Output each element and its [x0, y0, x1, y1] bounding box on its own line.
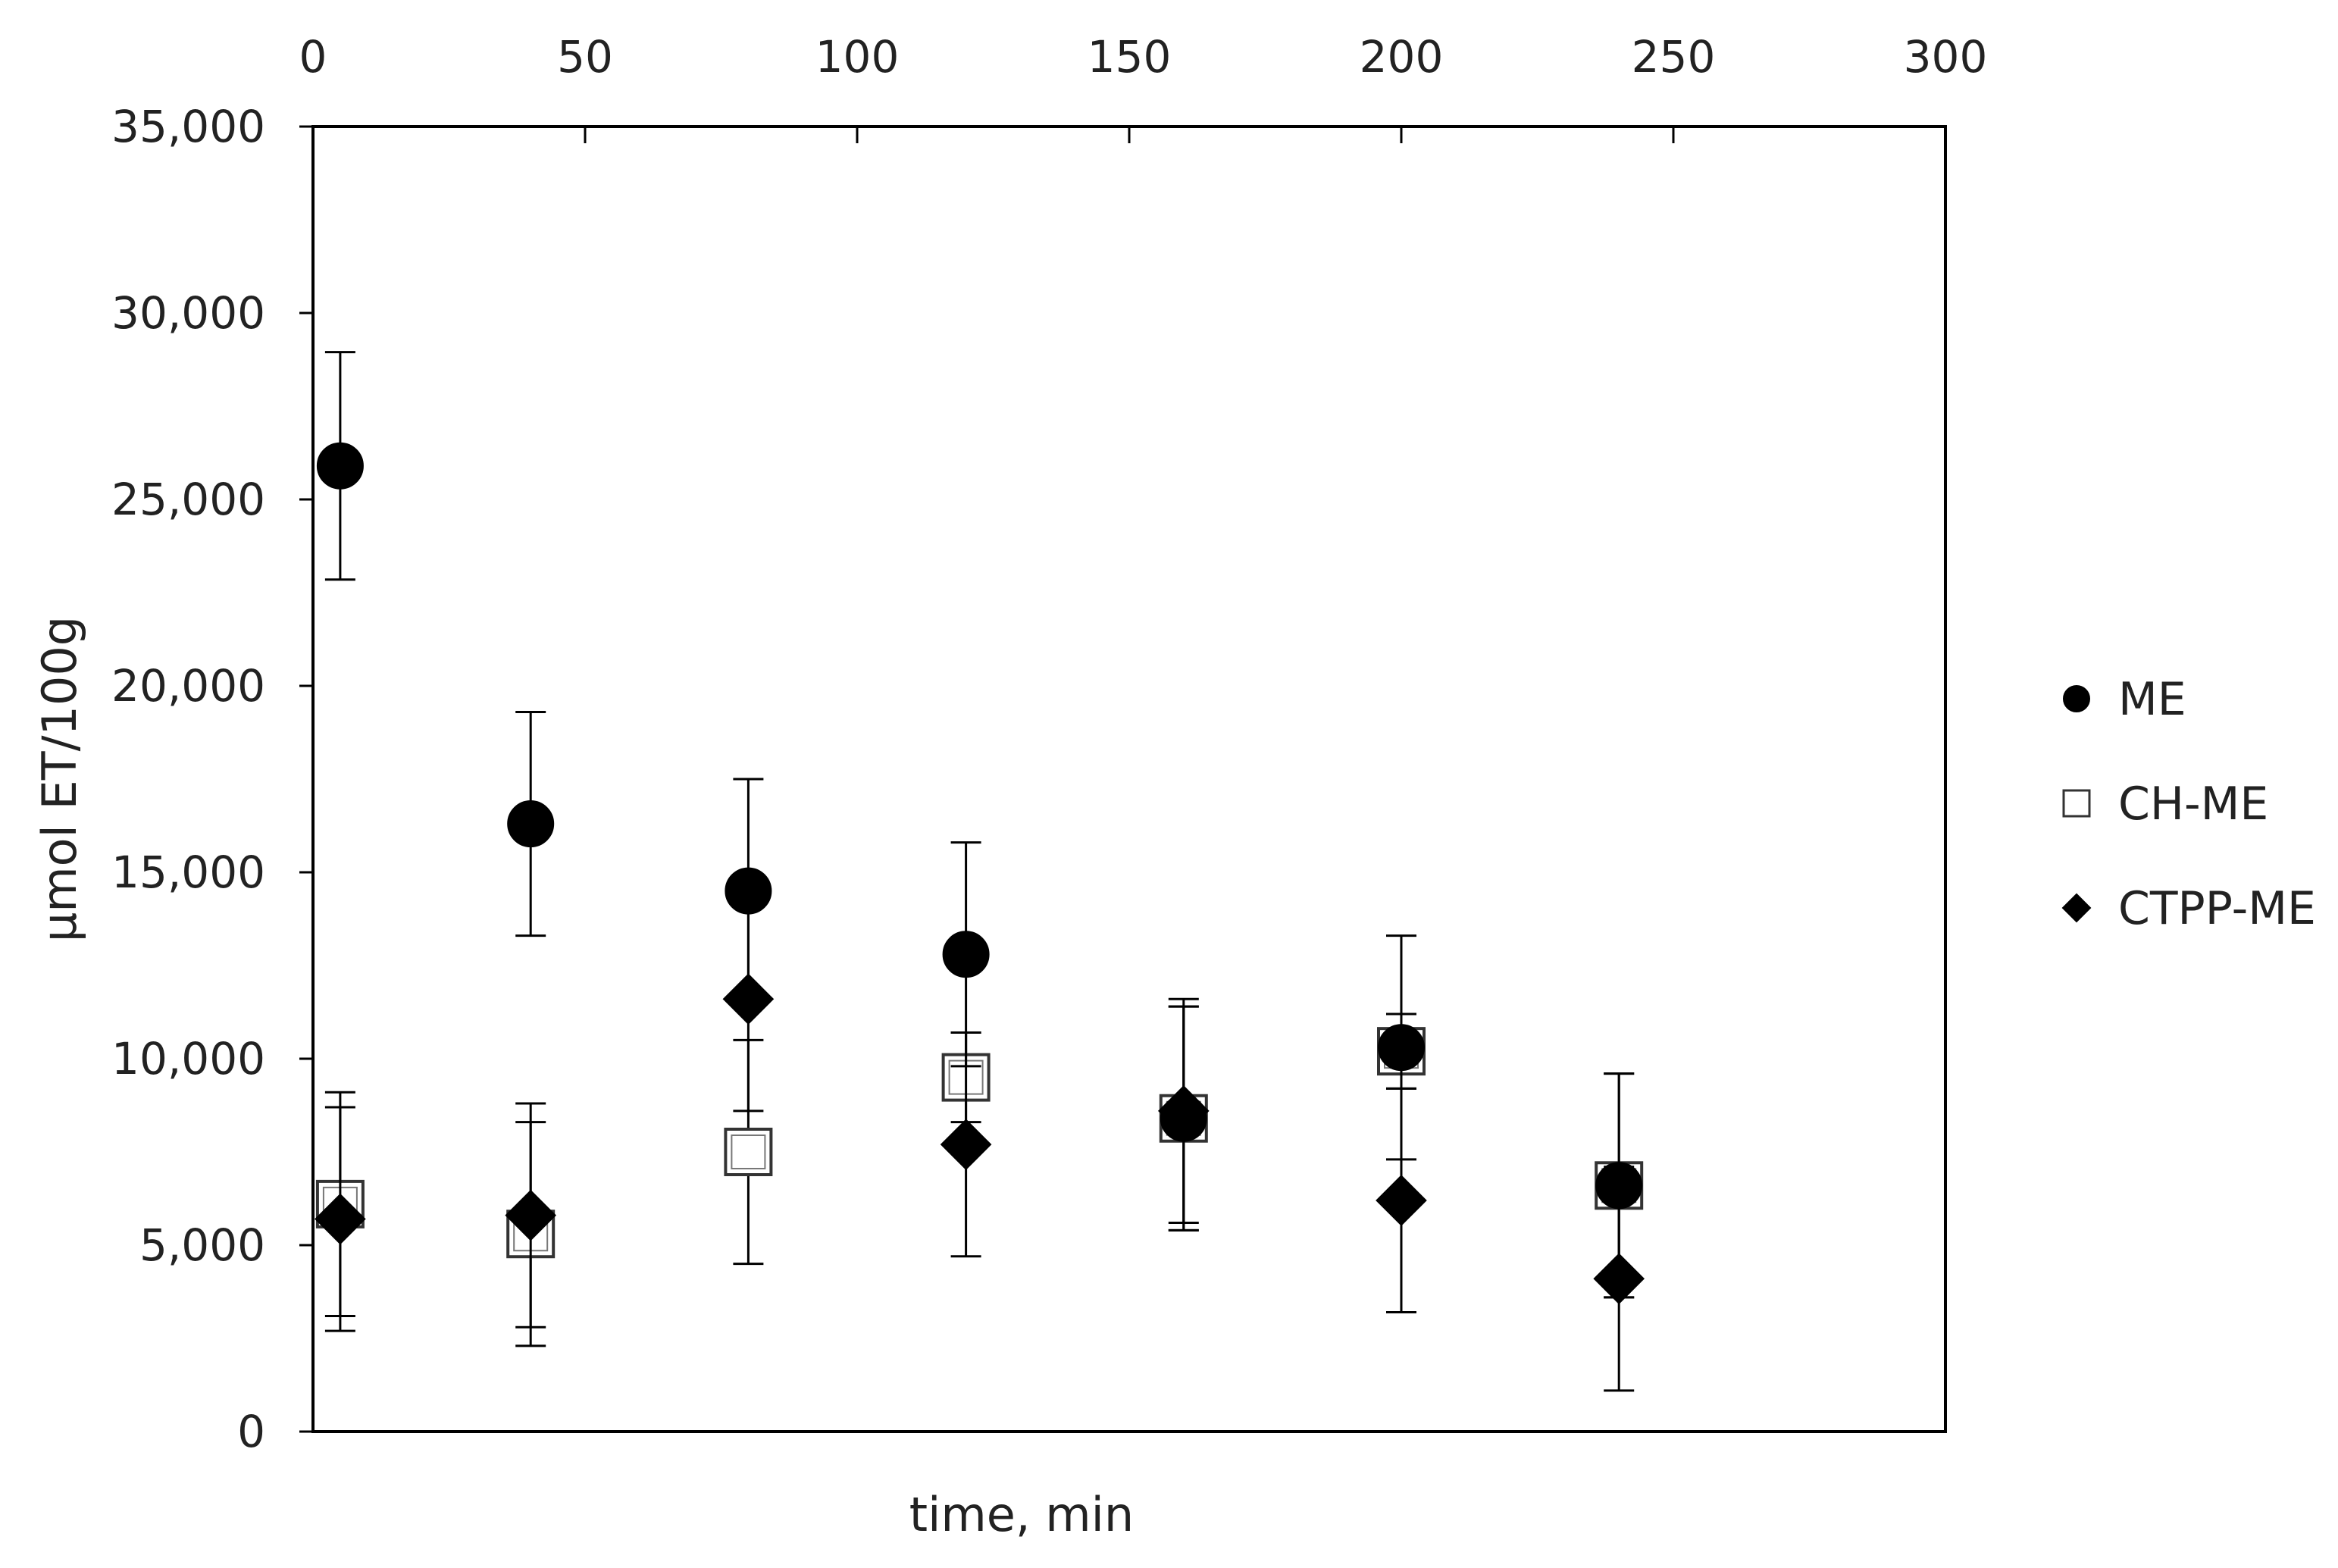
data-point	[1376, 1175, 1427, 1226]
data-point-inner	[731, 1135, 766, 1169]
legend-item-ch-me: CH-ME	[2062, 778, 2268, 831]
y-tick-label: 0	[237, 1406, 265, 1457]
y-axis-title: µmol ET/100g	[32, 616, 87, 942]
x-tick-label: 300	[1904, 31, 1988, 83]
x-axis-title: time, min	[909, 1487, 1134, 1542]
y-tick-label: 10,000	[111, 1033, 265, 1084]
data-point	[315, 1193, 366, 1245]
legend-marker	[2061, 893, 2092, 923]
legend-item-me: ME	[2063, 673, 2186, 726]
data-point	[1593, 1253, 1645, 1305]
data-point	[507, 800, 555, 848]
x-axis: 0 50 100 150 200 250 300	[299, 31, 1988, 143]
x-tick-label: 50	[557, 31, 613, 83]
data-point	[942, 931, 990, 978]
data-point	[505, 1189, 557, 1241]
data-point	[1378, 1024, 1425, 1072]
data-point	[724, 1128, 773, 1176]
x-tick-label: 0	[299, 31, 327, 83]
y-tick-label: 30,000	[111, 287, 265, 339]
legend-item-ctpp-me: CTPP-ME	[2061, 882, 2316, 935]
legend-marker	[2062, 789, 2091, 818]
legend-marker	[2063, 685, 2090, 712]
x-tick-label: 200	[1360, 31, 1444, 83]
x-tick-label: 100	[815, 31, 900, 83]
data-point	[316, 442, 364, 490]
series-me	[316, 351, 1643, 1299]
y-tick-label: 15,000	[111, 847, 265, 898]
legend-label: CH-ME	[2118, 778, 2268, 831]
y-tick-label: 25,000	[111, 474, 265, 525]
y-axis: 0 5,000 10,000 15,000 20,000 25,000 30,000 35,0…	[111, 101, 313, 1457]
y-tick-label: 20,000	[111, 660, 265, 712]
data-series-layer	[315, 351, 1645, 1392]
legend-label: CTPP-ME	[2118, 882, 2316, 935]
series-ctpp-me	[315, 886, 1645, 1392]
legend-label: ME	[2118, 673, 2186, 726]
data-point	[722, 973, 775, 1025]
data-point-outer	[724, 1128, 773, 1176]
y-tick-label: 35,000	[111, 101, 265, 152]
y-tick-label: 5,000	[139, 1219, 265, 1271]
data-point	[1157, 1085, 1210, 1137]
x-tick-label: 150	[1088, 31, 1172, 83]
data-point	[940, 1119, 992, 1170]
legend: ME CH-ME CTPP-ME	[2061, 673, 2316, 935]
x-tick-label: 250	[1632, 31, 1716, 83]
